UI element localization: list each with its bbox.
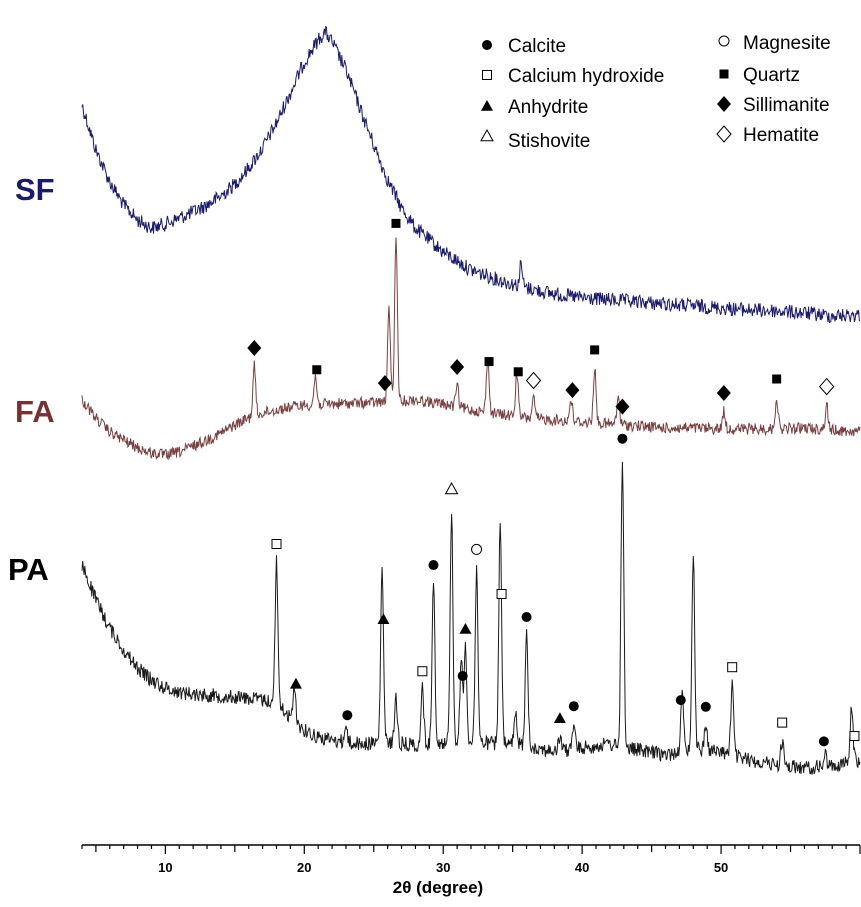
marker-open-square-icon	[727, 662, 738, 673]
marker-filled-circle-icon	[521, 612, 532, 622]
trace-sf	[81, 25, 861, 324]
marker-open-diamond-icon	[818, 377, 835, 396]
legend-item-calcium-hydroxide: Calcium hydroxide	[482, 66, 664, 87]
marker-filled-circle-icon	[568, 701, 579, 712]
sample-label-sf: SF	[15, 172, 55, 207]
legend-label: Sillimanite	[743, 95, 830, 116]
legend-item-calcite: Calcite	[482, 36, 566, 57]
marker-filled-triangle-icon	[459, 623, 472, 634]
open-triangle-icon	[480, 128, 494, 142]
marker-filled-triangle-icon	[553, 712, 566, 723]
legend-item-stishovite: Stishovite	[480, 128, 590, 152]
diffraction-traces	[81, 25, 861, 775]
marker-filled-circle-icon	[818, 736, 829, 747]
legend-label: Calcium hydroxide	[508, 66, 664, 87]
marker-filled-diamond-icon	[615, 398, 630, 415]
marker-filled-circle-icon	[617, 433, 628, 444]
marker-filled-diamond-icon	[377, 375, 392, 392]
trace-fa	[81, 237, 861, 461]
x-tick-label: 50	[714, 860, 728, 875]
legend-label: Stishovite	[508, 131, 590, 152]
legend-label: Quartz	[743, 65, 800, 86]
sample-label-pa: PA	[8, 552, 49, 587]
legend-label: Anhydrite	[508, 97, 588, 118]
marker-filled-diamond-icon	[450, 359, 465, 375]
marker-open-square-icon	[417, 666, 428, 677]
marker-filled-circle-icon	[457, 670, 468, 681]
x-tick-label: 10	[158, 860, 172, 875]
marker-filled-square-icon	[513, 367, 523, 377]
legend-item-hematite: Hematite	[716, 125, 819, 146]
marker-filled-square-icon	[484, 357, 494, 367]
legend-item-magnesite: Magnesite	[718, 33, 831, 54]
x-axis-ticks: 10 20 30 40 50	[81, 845, 861, 875]
legend-label: Hematite	[743, 125, 819, 146]
marker-filled-square-icon	[312, 365, 322, 375]
phase-markers	[247, 218, 860, 747]
marker-filled-triangle-icon	[377, 613, 390, 625]
marker-open-square-icon	[849, 731, 860, 742]
x-axis-title: 2θ (degree)	[393, 878, 483, 897]
marker-open-diamond-icon	[525, 371, 542, 390]
filled-square-icon	[719, 69, 729, 79]
filled-circle-icon	[482, 40, 492, 50]
marker-filled-diamond-icon	[565, 382, 580, 399]
marker-filled-square-icon	[590, 345, 600, 355]
marker-open-square-icon	[271, 539, 282, 549]
legend-item-quartz: Quartz	[719, 65, 800, 86]
x-tick-label: 30	[436, 860, 450, 875]
marker-filled-circle-icon	[700, 701, 711, 712]
x-tick-label: 20	[297, 860, 311, 875]
legend-label: Magnesite	[743, 33, 831, 54]
marker-filled-diamond-icon	[716, 385, 731, 401]
legend: Calcite Calcium hydroxide Anhydrite Stis…	[480, 33, 831, 152]
marker-open-square-icon	[777, 717, 788, 728]
open-square-icon	[482, 70, 492, 80]
open-circle-icon	[718, 35, 730, 47]
marker-filled-circle-icon	[342, 710, 353, 721]
marker-filled-circle-icon	[675, 695, 686, 706]
legend-item-sillimanite: Sillimanite	[717, 95, 830, 116]
marker-filled-triangle-icon	[289, 677, 302, 689]
marker-open-circle-icon	[471, 543, 483, 555]
legend-label: Calcite	[508, 36, 566, 57]
filled-diamond-icon	[717, 96, 731, 112]
x-tick-label: 40	[575, 860, 589, 875]
marker-filled-diamond-icon	[247, 340, 262, 356]
x-axis: 10 20 30 40 50 2θ (degree)	[81, 844, 861, 897]
open-diamond-icon	[716, 125, 732, 143]
legend-item-anhydrite: Anhydrite	[481, 97, 588, 118]
marker-filled-square-icon	[772, 374, 782, 384]
filled-triangle-icon	[481, 100, 493, 111]
trace-pa	[81, 461, 861, 775]
marker-filled-square-icon	[391, 218, 401, 228]
marker-open-square-icon	[496, 589, 507, 600]
marker-open-triangle-icon	[444, 481, 459, 495]
marker-filled-circle-icon	[428, 560, 439, 571]
sample-label-fa: FA	[15, 394, 55, 429]
